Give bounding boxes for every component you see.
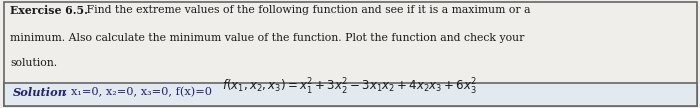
- Text: Solution: Solution: [13, 87, 66, 98]
- FancyBboxPatch shape: [4, 83, 696, 106]
- Text: : x₁=0, x₂=0, x₃=0, f(x)=0: : x₁=0, x₂=0, x₃=0, f(x)=0: [60, 87, 211, 97]
- Text: solution.: solution.: [10, 58, 57, 68]
- Text: minimum. Also calculate the minimum value of the function. Plot the function and: minimum. Also calculate the minimum valu…: [10, 33, 525, 44]
- Text: $f(x_1, x_2, x_3) = x_1^2 + 3x_2^2 - 3x_1x_2 + 4x_2x_3 + 6x_3^2$: $f(x_1, x_2, x_3) = x_1^2 + 3x_2^2 - 3x_…: [223, 77, 477, 97]
- Text: Exercise 6.5.: Exercise 6.5.: [10, 5, 88, 16]
- FancyBboxPatch shape: [4, 2, 696, 106]
- Text: Find the extreme values of the following function and see if it is a maximum or : Find the extreme values of the following…: [83, 5, 530, 15]
